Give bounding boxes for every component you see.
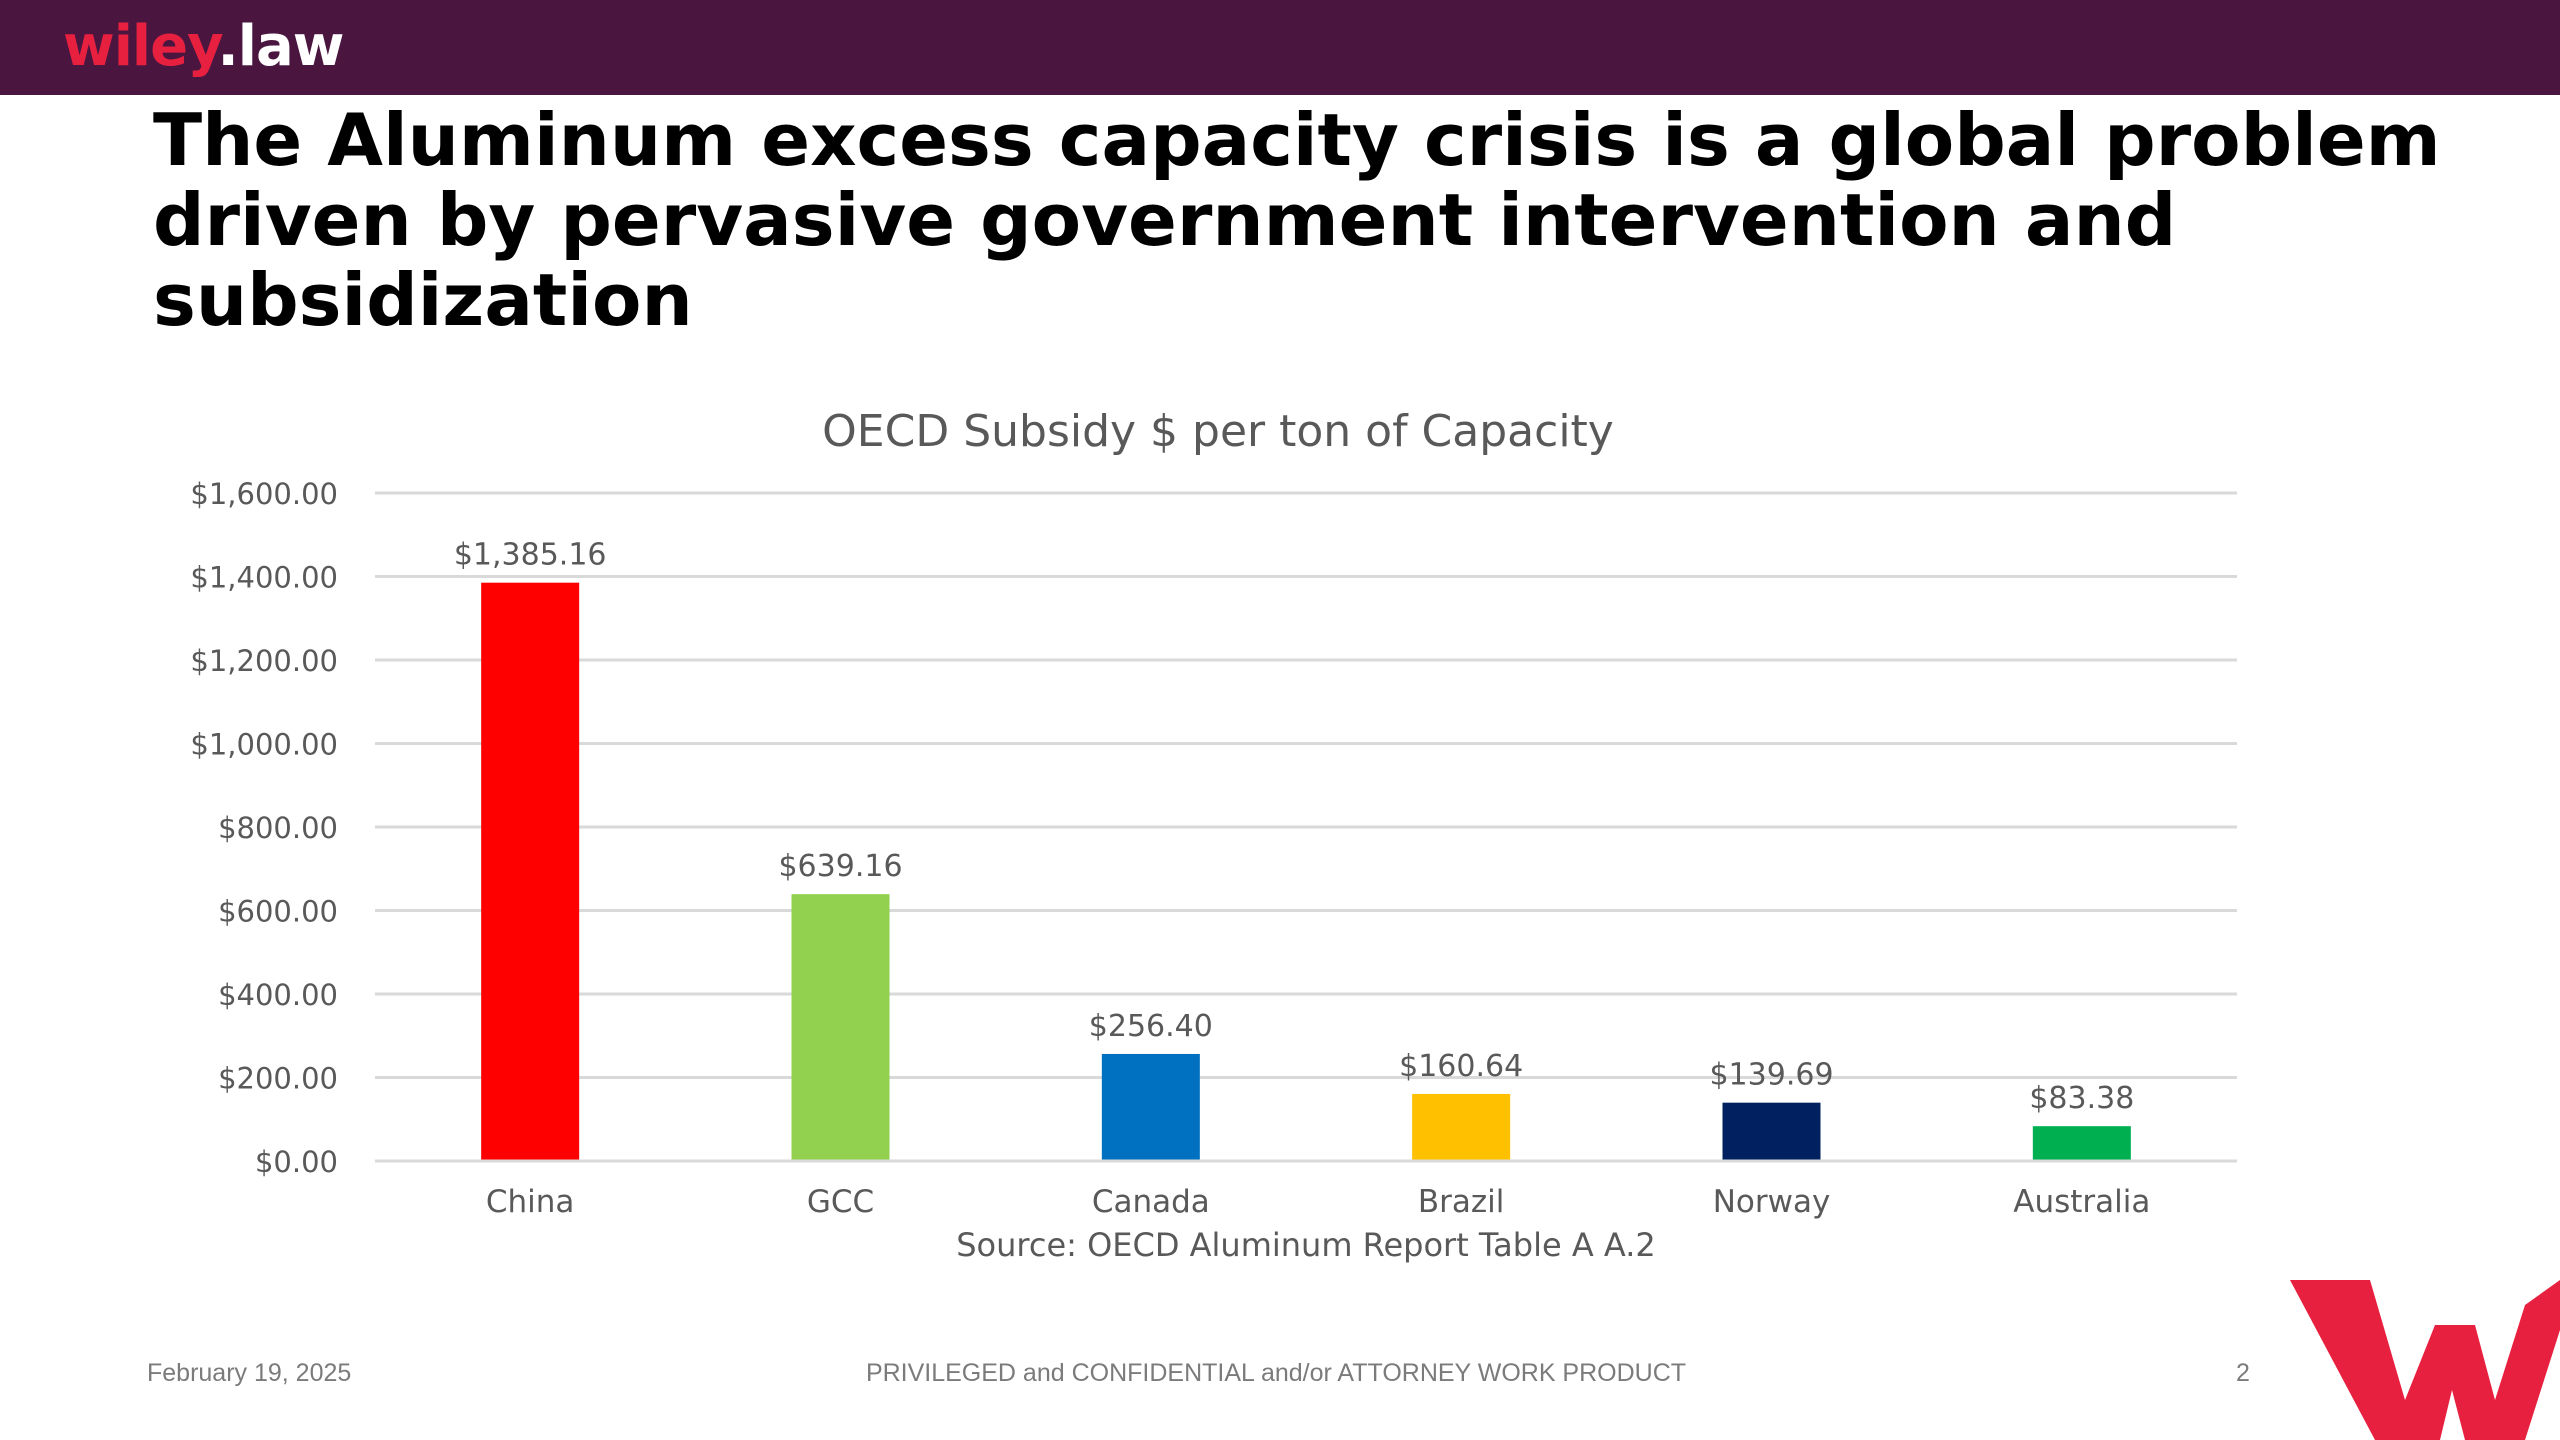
wiley-logo[interactable]: wiley.law — [63, 12, 344, 82]
footer-confidential: PRIVILEGED and CONFIDENTIAL and/or ATTOR… — [865, 1359, 1687, 1387]
chart-title: OECD Subsidy $ per ton of Capacity — [822, 406, 1614, 457]
data-label: $139.69 — [1709, 1058, 1833, 1093]
bar-australia — [2032, 1126, 2131, 1161]
y-tick-label: $1,200.00 — [190, 644, 338, 678]
slide-title: The Aluminum excess capacity crisis is a… — [153, 98, 2441, 342]
bar-canada — [1101, 1053, 1200, 1161]
bar-brazil — [1412, 1093, 1511, 1161]
page-number: 2 — [2236, 1359, 2250, 1387]
footer-confidential-wrap: PRIVILEGED and CONFIDENTIAL and/or ATTOR… — [0, 1359, 2560, 1388]
x-tick-label: Canada — [1092, 1184, 1210, 1220]
y-tick-label: $200.00 — [218, 1062, 338, 1096]
logo-secondary: .law — [217, 14, 344, 79]
y-tick-label: $1,400.00 — [190, 561, 338, 595]
wiley-w-icon — [2290, 1280, 2560, 1440]
chart-source-label: Source: OECD Aluminum Report Table A A.2 — [956, 1226, 1656, 1264]
data-label: $639.16 — [778, 849, 902, 884]
x-tick-label: GCC — [807, 1184, 874, 1220]
data-label: $83.38 — [2029, 1081, 2134, 1116]
bar-china — [481, 582, 580, 1161]
x-tick-label: China — [486, 1184, 575, 1220]
data-label: $160.64 — [1399, 1049, 1523, 1084]
header-bar: wiley.law — [0, 0, 2560, 95]
footer-date: February 19, 2025 — [147, 1359, 352, 1387]
data-label: $256.40 — [1089, 1009, 1213, 1044]
y-tick-label: $1,600.00 — [190, 477, 338, 511]
x-tick-label: Australia — [2013, 1184, 2150, 1220]
subsidy-bar-chart: OECD Subsidy $ per ton of Capacity $0.00 $… — [190, 406, 2237, 1264]
y-tick-label: $600.00 — [218, 895, 338, 929]
y-tick-label: $400.00 — [218, 978, 338, 1012]
y-tick-label: $800.00 — [218, 811, 338, 845]
bar-norway — [1722, 1102, 1821, 1161]
bar-gcc — [791, 894, 890, 1161]
y-tick-label: $1,000.00 — [190, 728, 338, 762]
x-tick-label: Brazil — [1418, 1184, 1505, 1220]
x-tick-label: Norway — [1713, 1184, 1831, 1220]
data-label: $1,385.16 — [454, 538, 607, 573]
logo-primary: wiley — [63, 14, 218, 79]
y-tick-label: $0.00 — [255, 1145, 338, 1179]
